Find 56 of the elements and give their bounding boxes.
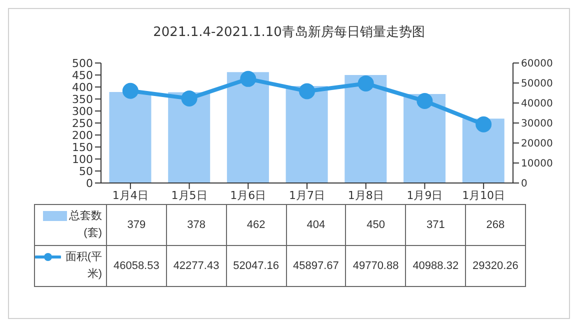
y2-tick-label: 30000 [521,118,553,130]
y2-tick-label: 20000 [521,138,553,150]
data-label: 371 [406,204,466,246]
x-tick-label: 1月4日 [112,188,148,202]
data-label: 29320.26 [466,246,526,286]
data-label: 40988.32 [406,246,466,286]
bar [168,92,210,183]
y-tick-label: 150 [72,140,93,154]
point [181,90,198,106]
bar [226,72,269,183]
bar [109,92,152,183]
chart-title: 2021.1.4-2021.1.10青岛新房每日销量走势图 [152,24,426,41]
x-tick-label: 1月10日 [462,188,506,202]
data-label: 462 [226,204,286,246]
point [476,116,492,132]
y-tick-label: 200 [72,128,93,142]
y2-tick-label: 50000 [521,78,553,90]
data-label: 49770.88 [346,246,406,286]
point [299,83,315,100]
data-label: 268 [466,204,526,246]
bar [462,118,504,183]
y-tick-label: 500 [72,56,93,70]
x-tick-label: 1月9日 [406,188,443,202]
point [122,82,138,99]
data-label: 450 [346,204,406,246]
y-tick-label: 300 [72,104,93,118]
point [240,70,256,87]
point [416,93,433,110]
y-tick-label: 250 [72,116,93,130]
x-tick-label: 1月5日 [171,188,208,202]
y2-tick-label: 0 [521,178,528,190]
data-label: 45897.67 [286,246,346,286]
x-tick-label: 1月8日 [348,188,384,202]
data-label: 42277.43 [166,246,226,286]
y-tick-label: 400 [72,80,93,94]
y-tick-label: 100 [72,152,93,166]
y-tick-label: 50 [79,164,93,178]
bar [286,86,328,183]
y2-tick-label: 60000 [521,58,553,70]
legend-label: 总套数(套) [34,204,106,246]
data-label: 379 [106,204,166,246]
x-tick-label: 1月7日 [289,188,325,202]
y-tick-label: 350 [72,92,93,106]
y-tick-label: 0 [86,176,93,190]
y-tick-label: 450 [72,68,93,82]
data-label: 46058.53 [106,246,166,286]
y2-tick-label: 40000 [521,98,553,110]
point [358,75,374,92]
data-label: 52047.16 [226,246,286,286]
bar [344,75,387,183]
data-label: 404 [286,204,346,246]
x-tick-label: 1月6日 [230,188,266,202]
data-label: 378 [166,204,226,246]
legend-label: 面积(平米) [34,246,106,286]
bar [404,94,446,183]
y2-tick-label: 10000 [521,158,553,170]
